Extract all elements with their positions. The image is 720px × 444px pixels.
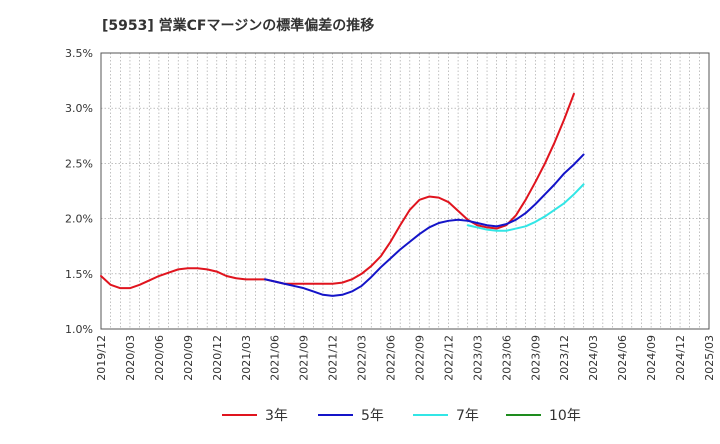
x-tick-label: 2024/03 <box>587 335 600 381</box>
x-tick-label: 2019/12 <box>95 335 108 381</box>
legend-label: 3年 <box>265 408 288 424</box>
x-tick-label: 2021/12 <box>327 335 340 381</box>
x-tick-label: 2021/06 <box>269 335 282 381</box>
x-tick-label: 2024/12 <box>674 335 687 381</box>
x-tick-label: 2023/09 <box>529 335 542 381</box>
x-tick-label: 2024/06 <box>616 335 629 381</box>
y-tick-label: 2.5% <box>65 157 93 170</box>
x-tick-label: 2021/09 <box>298 335 311 381</box>
x-tick-label: 2021/03 <box>240 335 253 381</box>
y-tick-label: 1.0% <box>65 323 93 336</box>
x-tick-label: 2022/06 <box>385 335 398 381</box>
x-tick-label: 2020/12 <box>211 335 224 381</box>
x-tick-label: 2022/09 <box>413 335 426 381</box>
legend-label: 10年 <box>549 408 581 424</box>
x-tick-label: 2022/03 <box>356 335 369 381</box>
y-tick-label: 3.0% <box>65 102 93 115</box>
grid-lines <box>101 53 709 329</box>
y-tick-label: 2.0% <box>65 213 93 226</box>
legend-label: 5年 <box>361 408 384 424</box>
x-axis: 2019/12 2020/03 2020/06 2020/09 2020/12 2021/… <box>95 335 716 381</box>
y-axis: 3.5% 3.0% 2.5% 2.0% 1.5% 1.0% <box>65 47 93 336</box>
y-tick-label: 1.5% <box>65 268 93 281</box>
legend-label: 7年 <box>456 408 479 424</box>
x-tick-label: 2020/06 <box>153 335 166 381</box>
x-tick-label: 2023/12 <box>558 335 571 381</box>
x-tick-label: 2023/06 <box>500 335 513 381</box>
x-tick-label: 2024/09 <box>645 335 658 381</box>
series-lines <box>100 92 585 297</box>
series-line-2 <box>264 153 585 297</box>
plot-area <box>100 52 710 330</box>
x-tick-label: 2022/12 <box>442 335 455 381</box>
x-tick-label: 2023/03 <box>471 335 484 381</box>
legend: 3年 5年 7年 10年 <box>222 408 581 424</box>
x-tick-label: 2025/03 <box>703 335 716 381</box>
series-line-3 <box>466 183 585 232</box>
y-tick-label: 3.5% <box>65 47 93 60</box>
series-line-1 <box>100 92 575 290</box>
chart-title: [5953] 営業CFマージンの標準偏差の推移 <box>102 17 374 34</box>
x-tick-label: 2020/09 <box>182 335 195 381</box>
x-tick-label: 2020/03 <box>124 335 137 381</box>
